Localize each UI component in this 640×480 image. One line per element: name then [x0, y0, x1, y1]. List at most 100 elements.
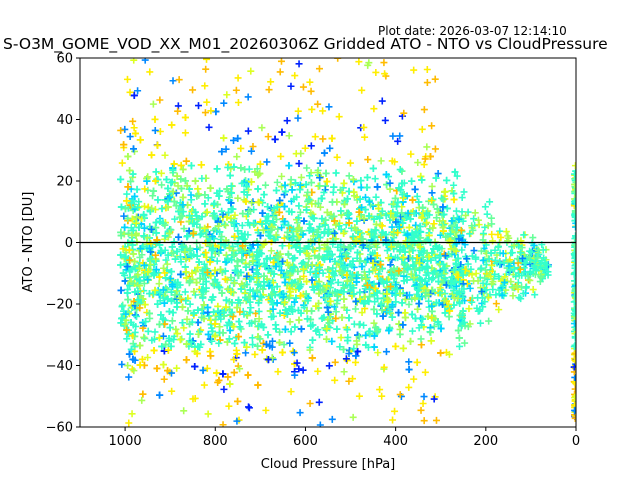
data-point: [247, 147, 255, 155]
data-point: [361, 193, 369, 201]
data-point: [149, 192, 157, 200]
data-point: [180, 324, 188, 332]
data-point: [191, 291, 199, 299]
data-point: [163, 260, 171, 268]
data-point: [401, 295, 409, 303]
data-point: [234, 134, 242, 142]
data-point: [160, 264, 168, 272]
data-point: [445, 350, 453, 358]
data-point: [338, 314, 346, 322]
data-point: [118, 360, 126, 368]
data-point: [267, 247, 275, 255]
data-point: [383, 247, 391, 255]
data-point: [156, 273, 164, 281]
data-point: [336, 343, 344, 351]
data-point: [425, 297, 433, 305]
chart-title: S-O3M_GOME_VOD_XX_M01_20260306Z Gridded …: [3, 35, 608, 54]
data-point: [129, 226, 137, 234]
data-point: [320, 220, 328, 228]
data-point: [291, 298, 299, 306]
data-point: [151, 206, 159, 214]
data-point: [198, 230, 206, 238]
data-point: [399, 344, 407, 352]
data-point: [276, 292, 284, 300]
data-point: [118, 303, 126, 311]
data-point: [222, 145, 230, 153]
data-point: [370, 319, 378, 327]
data-point: [363, 256, 371, 264]
data-point: [305, 220, 313, 228]
data-point: [273, 283, 281, 291]
data-point: [277, 152, 285, 160]
data-point: [352, 352, 360, 360]
data-point: [272, 186, 280, 194]
data-point: [363, 173, 371, 181]
data-point: [256, 160, 264, 168]
data-point: [427, 328, 434, 336]
data-point: [413, 192, 421, 200]
data-point: [140, 279, 148, 287]
data-point: [168, 243, 176, 251]
data-point: [428, 189, 436, 197]
data-point: [186, 300, 194, 308]
data-point: [163, 175, 171, 183]
data-point: [173, 287, 181, 295]
data-point: [167, 369, 175, 377]
data-point: [405, 366, 413, 374]
data-point: [198, 305, 206, 313]
data-point: [310, 214, 318, 222]
data-point: [198, 213, 206, 221]
data-point: [168, 121, 176, 129]
data-point: [124, 362, 132, 370]
data-point: [262, 255, 270, 263]
data-point: [276, 328, 284, 336]
data-point: [144, 327, 152, 335]
data-point: [139, 390, 147, 398]
data-point: [432, 174, 440, 182]
plot-date: Plot date: 2026-03-07 12:14:10: [378, 24, 567, 38]
data-point: [230, 369, 238, 377]
data-point: [365, 268, 373, 276]
data-point: [295, 316, 303, 324]
data-point: [242, 349, 250, 357]
data-point: [340, 229, 348, 237]
data-point: [138, 355, 146, 363]
data-point: [337, 207, 345, 215]
data-point: [159, 361, 167, 369]
data-point: [153, 364, 161, 372]
data-point: [155, 334, 163, 342]
data-point: [138, 251, 146, 259]
data-point: [118, 159, 126, 167]
data-point: [291, 323, 299, 331]
data-point: [200, 301, 208, 309]
data-point: [187, 162, 195, 170]
data-point: [182, 157, 190, 165]
data-point: [160, 375, 168, 383]
data-point: [332, 314, 340, 322]
data-point: [268, 354, 276, 362]
data-point: [312, 327, 320, 335]
data-point: [233, 153, 241, 161]
data-point: [316, 203, 324, 211]
data-point: [191, 177, 199, 185]
data-point: [244, 127, 252, 135]
data-point: [205, 312, 213, 320]
data-point: [140, 333, 148, 341]
data-point: [453, 172, 461, 180]
data-point: [129, 170, 137, 178]
data-point: [190, 288, 198, 296]
data-point: [201, 265, 209, 273]
data-point: [308, 276, 316, 284]
data-point: [340, 346, 348, 353]
data-point: [133, 185, 141, 193]
data-point: [180, 225, 188, 233]
data-point: [356, 288, 364, 296]
data-point: [291, 179, 299, 187]
data-point: [450, 181, 458, 189]
data-point: [386, 185, 394, 193]
data-point: [126, 268, 134, 276]
data-point: [192, 268, 200, 276]
data-point: [281, 217, 289, 225]
data-point: [255, 307, 263, 315]
data-point: [177, 161, 185, 169]
